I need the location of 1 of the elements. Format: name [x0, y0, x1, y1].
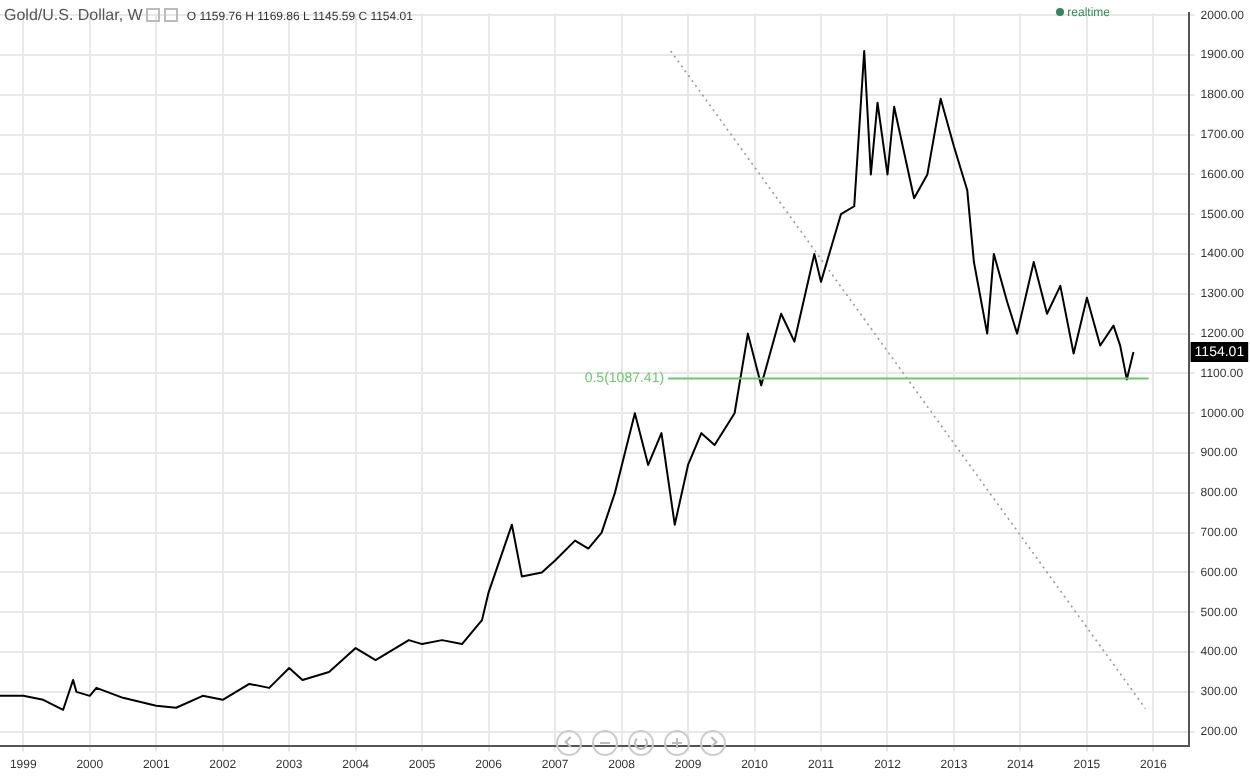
- chart-title: Gold/U.S. Dollar, W: [4, 6, 143, 24]
